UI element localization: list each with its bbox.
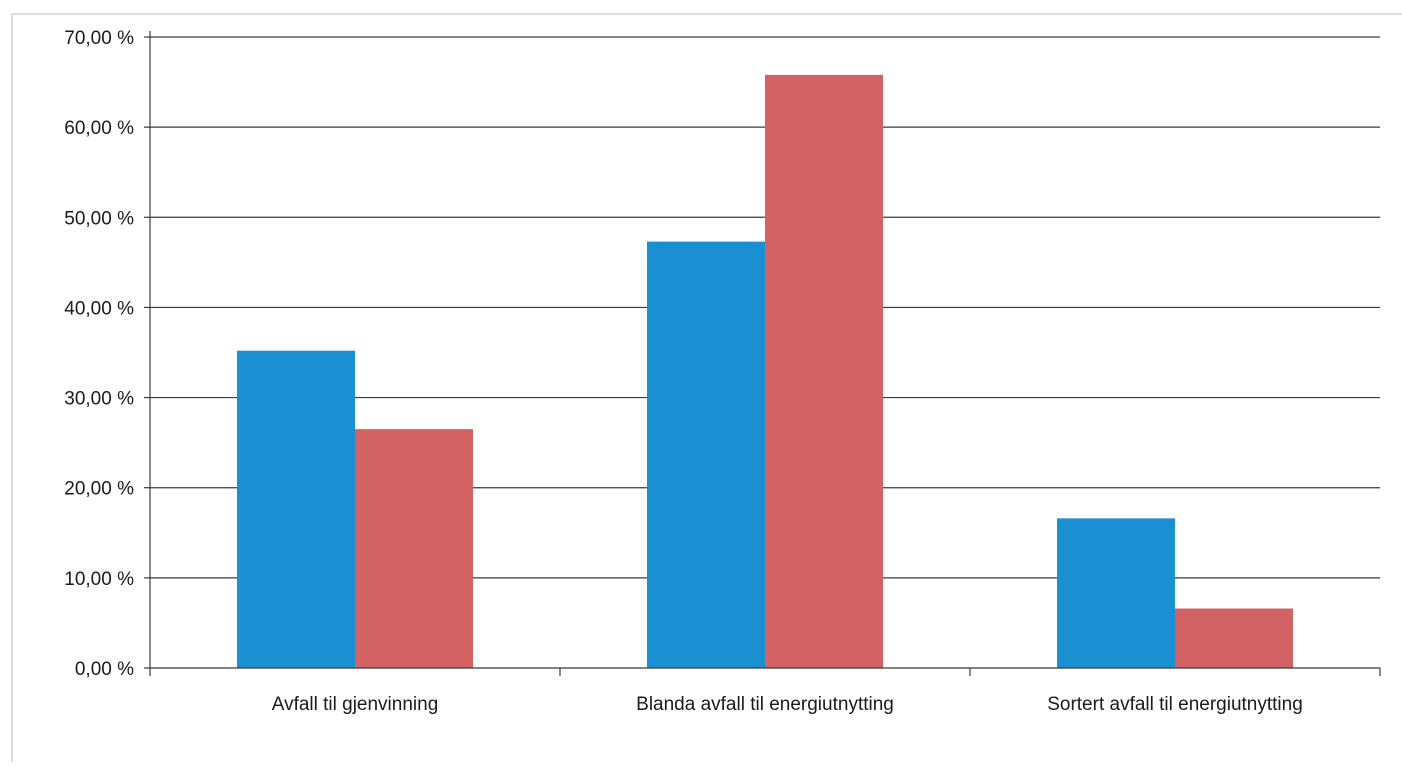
y-tick-label: 20,00 %: [64, 479, 134, 500]
x-tick-label: Sortert avfall til energiutnytting: [1047, 694, 1303, 715]
bar: [647, 241, 765, 669]
x-tick-label: Blanda avfall til energiutnytting: [636, 694, 894, 715]
x-tick-label: Avfall til gjenvinning: [272, 694, 439, 715]
bar: [237, 350, 355, 668]
y-tick-label: 70,00 %: [64, 28, 134, 49]
bar: [355, 429, 473, 668]
axes: [144, 31, 1381, 676]
y-tick-label: 60,00 %: [64, 118, 134, 139]
y-tick-label: 10,00 %: [64, 569, 134, 590]
y-tick-label: 40,00 %: [64, 298, 134, 319]
bar: [765, 74, 883, 669]
bar: [1175, 608, 1293, 668]
y-tick-label: 0,00 %: [75, 659, 134, 680]
y-tick-label: 30,00 %: [64, 389, 134, 410]
bars: [237, 74, 1293, 669]
y-tick-label: 50,00 %: [64, 208, 134, 229]
tick-labels: 0,00 % 10,00 % 20,00 % 30,00 % 40,00 % 50,00 …: [64, 28, 1303, 715]
bar: [1057, 518, 1175, 668]
